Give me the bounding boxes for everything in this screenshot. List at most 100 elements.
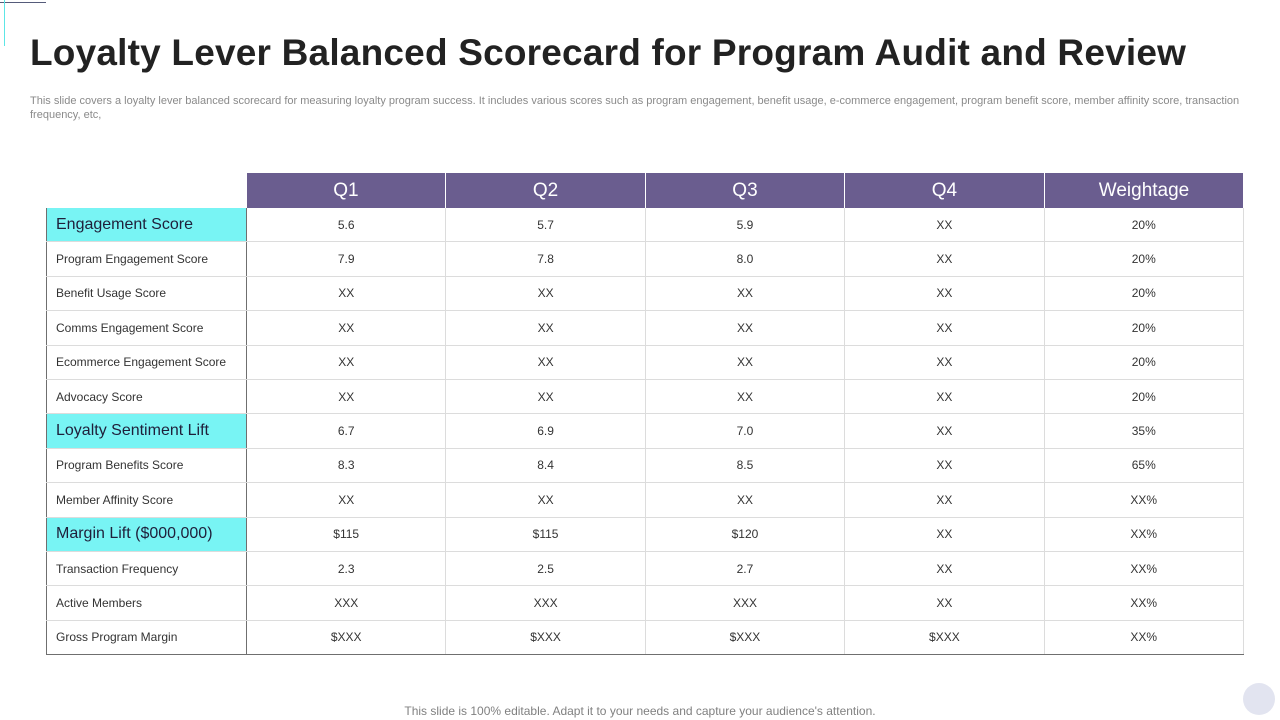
table-row: Active Members XXX XXX XXX XX XX% <box>46 585 1244 621</box>
weightage-value-cell: XX% <box>1044 620 1244 656</box>
q4-value-cell: $XXX <box>844 620 1045 656</box>
q4-value-cell: XX <box>844 310 1045 346</box>
q4-value-cell: XX <box>844 276 1045 312</box>
q2-value-cell: XXX <box>445 585 646 621</box>
metric-label-cell: Advocacy Score <box>46 379 247 415</box>
q3-value-cell: XXX <box>645 585 846 621</box>
weightage-value-cell: 20% <box>1044 276 1244 312</box>
metric-label-cell: Gross Program Margin <box>46 620 247 656</box>
q1-value-cell: 8.3 <box>246 448 447 484</box>
q4-value-cell: XX <box>844 517 1045 552</box>
q2-value-cell: 2.5 <box>445 551 646 587</box>
table-row: Advocacy Score XX XX XX XX 20% <box>46 379 1244 415</box>
weightage-value-cell: XX% <box>1044 517 1244 552</box>
weightage-value-cell: 65% <box>1044 448 1244 484</box>
q4-value-cell: XX <box>844 413 1045 449</box>
metric-label-cell: Comms Engagement Score <box>46 310 247 346</box>
q3-value-cell: $XXX <box>645 620 846 656</box>
weightage-value-cell: 20% <box>1044 345 1244 380</box>
q1-value-cell: 5.6 <box>246 208 447 243</box>
table-row: Benefit Usage Score XX XX XX XX 20% <box>46 276 1244 312</box>
header-q4: Q4 <box>844 173 1045 208</box>
q2-value-cell: XX <box>445 276 646 312</box>
balanced-scorecard-table: Q1 Q2 Q3 Q4 Weightage Engagement Score 5.… <box>46 173 1244 656</box>
weightage-value-cell: 20% <box>1044 208 1244 243</box>
q3-value-cell: XX <box>645 379 846 415</box>
table-row: Member Affinity Score XX XX XX XX XX% <box>46 482 1244 518</box>
weightage-value-cell: 20% <box>1044 241 1244 277</box>
q2-value-cell: XX <box>445 482 646 518</box>
q1-value-cell: 7.9 <box>246 241 447 277</box>
q1-value-cell: 6.7 <box>246 413 447 449</box>
q4-value-cell: XX <box>844 448 1045 484</box>
q1-value-cell: $XXX <box>246 620 447 656</box>
q4-value-cell: XX <box>844 241 1045 277</box>
weightage-value-cell: 20% <box>1044 379 1244 415</box>
q3-value-cell: 8.0 <box>645 241 846 277</box>
corner-circle-decoration <box>1243 683 1275 715</box>
footer-note: This slide is 100% editable. Adapt it to… <box>404 704 876 718</box>
header-weightage: Weightage <box>1044 173 1244 208</box>
q3-value-cell: XX <box>645 276 846 312</box>
q2-value-cell: 6.9 <box>445 413 646 449</box>
header-q2: Q2 <box>445 173 646 208</box>
slide-subtitle: This slide covers a loyalty lever balanc… <box>30 95 1240 121</box>
table-row: Comms Engagement Score XX XX XX XX 20% <box>46 310 1244 346</box>
weightage-value-cell: 35% <box>1044 413 1244 449</box>
q1-value-cell: XX <box>246 345 447 380</box>
q4-value-cell: XX <box>844 379 1045 415</box>
metric-label-cell: Program Engagement Score <box>46 241 247 277</box>
q4-value-cell: XX <box>844 585 1045 621</box>
q2-value-cell: 7.8 <box>445 241 646 277</box>
table-row: Gross Program Margin $XXX $XXX $XXX $XXX XX% <box>46 620 1244 656</box>
weightage-value-cell: 20% <box>1044 310 1244 346</box>
table-row: Program Benefits Score 8.3 8.4 8.5 XX 65% <box>46 448 1244 484</box>
metric-label-cell: Active Members <box>46 585 247 621</box>
metric-label-cell: Member Affinity Score <box>46 482 247 518</box>
metric-label-cell: Program Benefits Score <box>46 448 247 484</box>
header-q1: Q1 <box>246 173 447 208</box>
q1-value-cell: 2.3 <box>246 551 447 587</box>
q3-value-cell: 7.0 <box>645 413 846 449</box>
q2-value-cell: XX <box>445 310 646 346</box>
category-label-cell: Margin Lift ($000,000) <box>46 517 247 552</box>
q4-value-cell: XX <box>844 551 1045 587</box>
q3-value-cell: 2.7 <box>645 551 846 587</box>
q1-value-cell: XX <box>246 379 447 415</box>
table-row: Loyalty Sentiment Lift 6.7 6.9 7.0 XX 35% <box>46 413 1244 449</box>
q4-value-cell: XX <box>844 482 1045 518</box>
metric-label-cell: Ecommerce Engagement Score <box>46 345 247 380</box>
corner-accent-line-vertical <box>4 0 5 46</box>
metric-label-cell: Benefit Usage Score <box>46 276 247 312</box>
q1-value-cell: XX <box>246 482 447 518</box>
q1-value-cell: $115 <box>246 517 447 552</box>
q3-value-cell: XX <box>645 310 846 346</box>
q2-value-cell: XX <box>445 379 646 415</box>
header-blank-cell <box>47 173 247 208</box>
q1-value-cell: XXX <box>246 585 447 621</box>
q4-value-cell: XX <box>844 345 1045 380</box>
weightage-value-cell: XX% <box>1044 551 1244 587</box>
table-row: Engagement Score 5.6 5.7 5.9 XX 20% <box>46 208 1244 243</box>
weightage-value-cell: XX% <box>1044 482 1244 518</box>
corner-accent-line <box>0 2 46 3</box>
q2-value-cell: 8.4 <box>445 448 646 484</box>
header-q3: Q3 <box>645 173 846 208</box>
q3-value-cell: XX <box>645 482 846 518</box>
q2-value-cell: $XXX <box>445 620 646 656</box>
q3-value-cell: XX <box>645 345 846 380</box>
table-row: Transaction Frequency 2.3 2.5 2.7 XX XX% <box>46 551 1244 587</box>
q3-value-cell: $120 <box>645 517 846 552</box>
q2-value-cell: 5.7 <box>445 208 646 243</box>
table-row: Ecommerce Engagement Score XX XX XX XX 20% <box>46 345 1244 380</box>
metric-label-cell: Transaction Frequency <box>46 551 247 587</box>
category-label-cell: Loyalty Sentiment Lift <box>46 413 247 449</box>
slide-title: Loyalty Lever Balanced Scorecard for Pro… <box>30 32 1187 73</box>
q2-value-cell: XX <box>445 345 646 380</box>
q3-value-cell: 5.9 <box>645 208 846 243</box>
q1-value-cell: XX <box>246 310 447 346</box>
weightage-value-cell: XX% <box>1044 585 1244 621</box>
q1-value-cell: XX <box>246 276 447 312</box>
q3-value-cell: 8.5 <box>645 448 846 484</box>
table-row: Margin Lift ($000,000) $115 $115 $120 XX XX% <box>46 517 1244 552</box>
